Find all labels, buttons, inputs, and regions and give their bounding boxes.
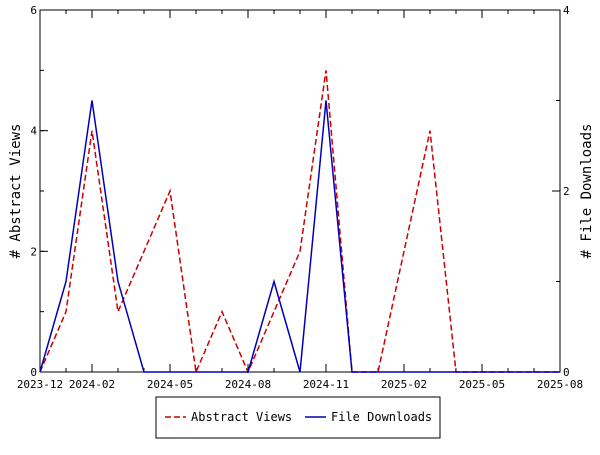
tick-labels: 2023-12 2024-02 2024-05 2024-08 2024-11 2025-…: [17, 4, 583, 391]
y2-tick-label: 0: [563, 366, 570, 379]
x-tick-label: 2025-05: [459, 378, 505, 391]
x-tick-label: 2024-05: [147, 378, 193, 391]
y-tick-label: 2: [30, 245, 37, 258]
y-tick-label: 4: [30, 125, 37, 138]
x-tick-label: 2025-08: [537, 378, 583, 391]
x-tick-label: 2025-02: [381, 378, 427, 391]
y2-axis-title: # File Downloads: [579, 124, 595, 259]
y-axis-title: # Abstract Views: [8, 124, 24, 259]
series-line-file-downloads: [39, 100, 560, 373]
x-tick-label: 2024-11: [303, 378, 349, 391]
x-tick-label: 2024-02: [69, 378, 115, 391]
x-tick-label: 2023-12: [17, 378, 63, 391]
y2-tick-label: 2: [563, 185, 570, 198]
series-layer: [39, 70, 560, 375]
plot-area: [39, 9, 561, 373]
legend-label-abstract-views: Abstract Views: [191, 410, 292, 424]
y2-tick-label: 4: [563, 4, 570, 17]
legend: Abstract Views File Downloads: [155, 396, 441, 439]
legend-box: [155, 396, 441, 439]
y-tick-label: 0: [30, 366, 37, 379]
legend-label-file-downloads: File Downloads: [331, 410, 432, 424]
x-tick-label: 2024-08: [225, 378, 271, 391]
y-tick-label: 6: [30, 4, 37, 17]
